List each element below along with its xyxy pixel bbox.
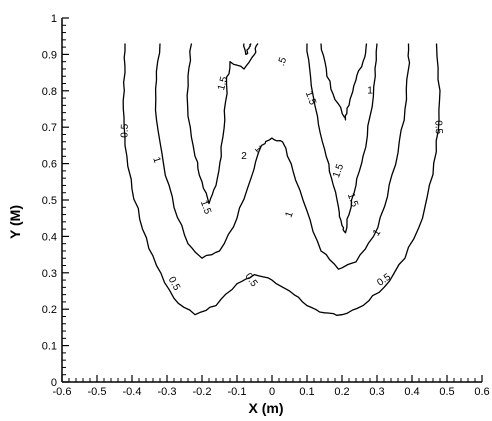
x-tick-label: -0.6 [53, 386, 72, 398]
contour-label-15: 1 [367, 85, 373, 96]
x-tick-label: -0.4 [123, 386, 142, 398]
contour-label-10: 1.5 [198, 199, 213, 216]
contour-label-11: 1.5 [303, 90, 318, 107]
x-tick-label: -0.3 [158, 386, 177, 398]
y-tick-label: 0.7 [42, 122, 57, 134]
contour-label-8: 1 [371, 227, 383, 238]
x-tick-label: 0.2 [334, 386, 349, 398]
contour-label-14: 2 [241, 151, 247, 162]
y-tick-label: 0.5 [42, 195, 57, 207]
y-tick-label: 1 [51, 13, 57, 25]
contour-label-6: 1 [252, 143, 264, 155]
x-axis-title: X (m) [249, 400, 284, 416]
x-tick-label: -0.1 [228, 386, 247, 398]
x-tick-label: 0.5 [439, 386, 454, 398]
y-tick-label: 0.6 [42, 159, 57, 171]
contour-label-7: 1 [284, 210, 296, 219]
x-tick-label: 0.3 [369, 386, 384, 398]
contour-lines [122, 43, 441, 316]
contour-line-0_5-0 [122, 43, 441, 316]
contour-line-1-1 [154, 43, 411, 270]
contour-label-5: 1 [150, 156, 162, 165]
y-tick-label: 0.8 [42, 86, 57, 98]
y-tick-label: 0.3 [42, 268, 57, 280]
x-tick-label: 0.6 [474, 386, 489, 398]
y-axis-ticks: 0 0.1 0.2 0.3 0.4 0.5 0.6 0.7 0.8 0.9 1 [42, 13, 69, 389]
x-tick-label: 0.4 [404, 386, 419, 398]
contour-line-1_5-2 [186, 43, 259, 205]
contour-label-13: 1.5 [345, 192, 360, 209]
x-tick-label: 0.1 [299, 386, 314, 398]
y-tick-label: 0.1 [42, 341, 57, 353]
y-tick-label: 0.9 [42, 49, 57, 61]
y-axis-title: Y (M) [7, 205, 23, 239]
contour-line-2-5 [242, 43, 252, 56]
x-axis-ticks: -0.6 -0.5 -0.4 -0.3 -0.2 -0.1 0 0.1 0.2 0.3 0.4 0.5… [53, 375, 490, 398]
x-tick-label: 0 [269, 386, 275, 398]
contour-line-2-4 [320, 43, 368, 121]
contour-label-9: 1.5 [216, 75, 230, 92]
contour-label-12: 1.5 [331, 162, 346, 179]
y-tick-label: 0 [51, 377, 57, 389]
x-tick-label: -0.5 [88, 386, 107, 398]
y-tick-label: 0.2 [42, 304, 57, 316]
contour-label-0: 0.5 [119, 123, 130, 138]
x-tick-label: -0.2 [193, 386, 212, 398]
contour-line-1_5-3 [306, 43, 378, 234]
y-tick-label: 0.4 [42, 231, 57, 243]
contour-label-4: 0.5 [432, 120, 443, 135]
